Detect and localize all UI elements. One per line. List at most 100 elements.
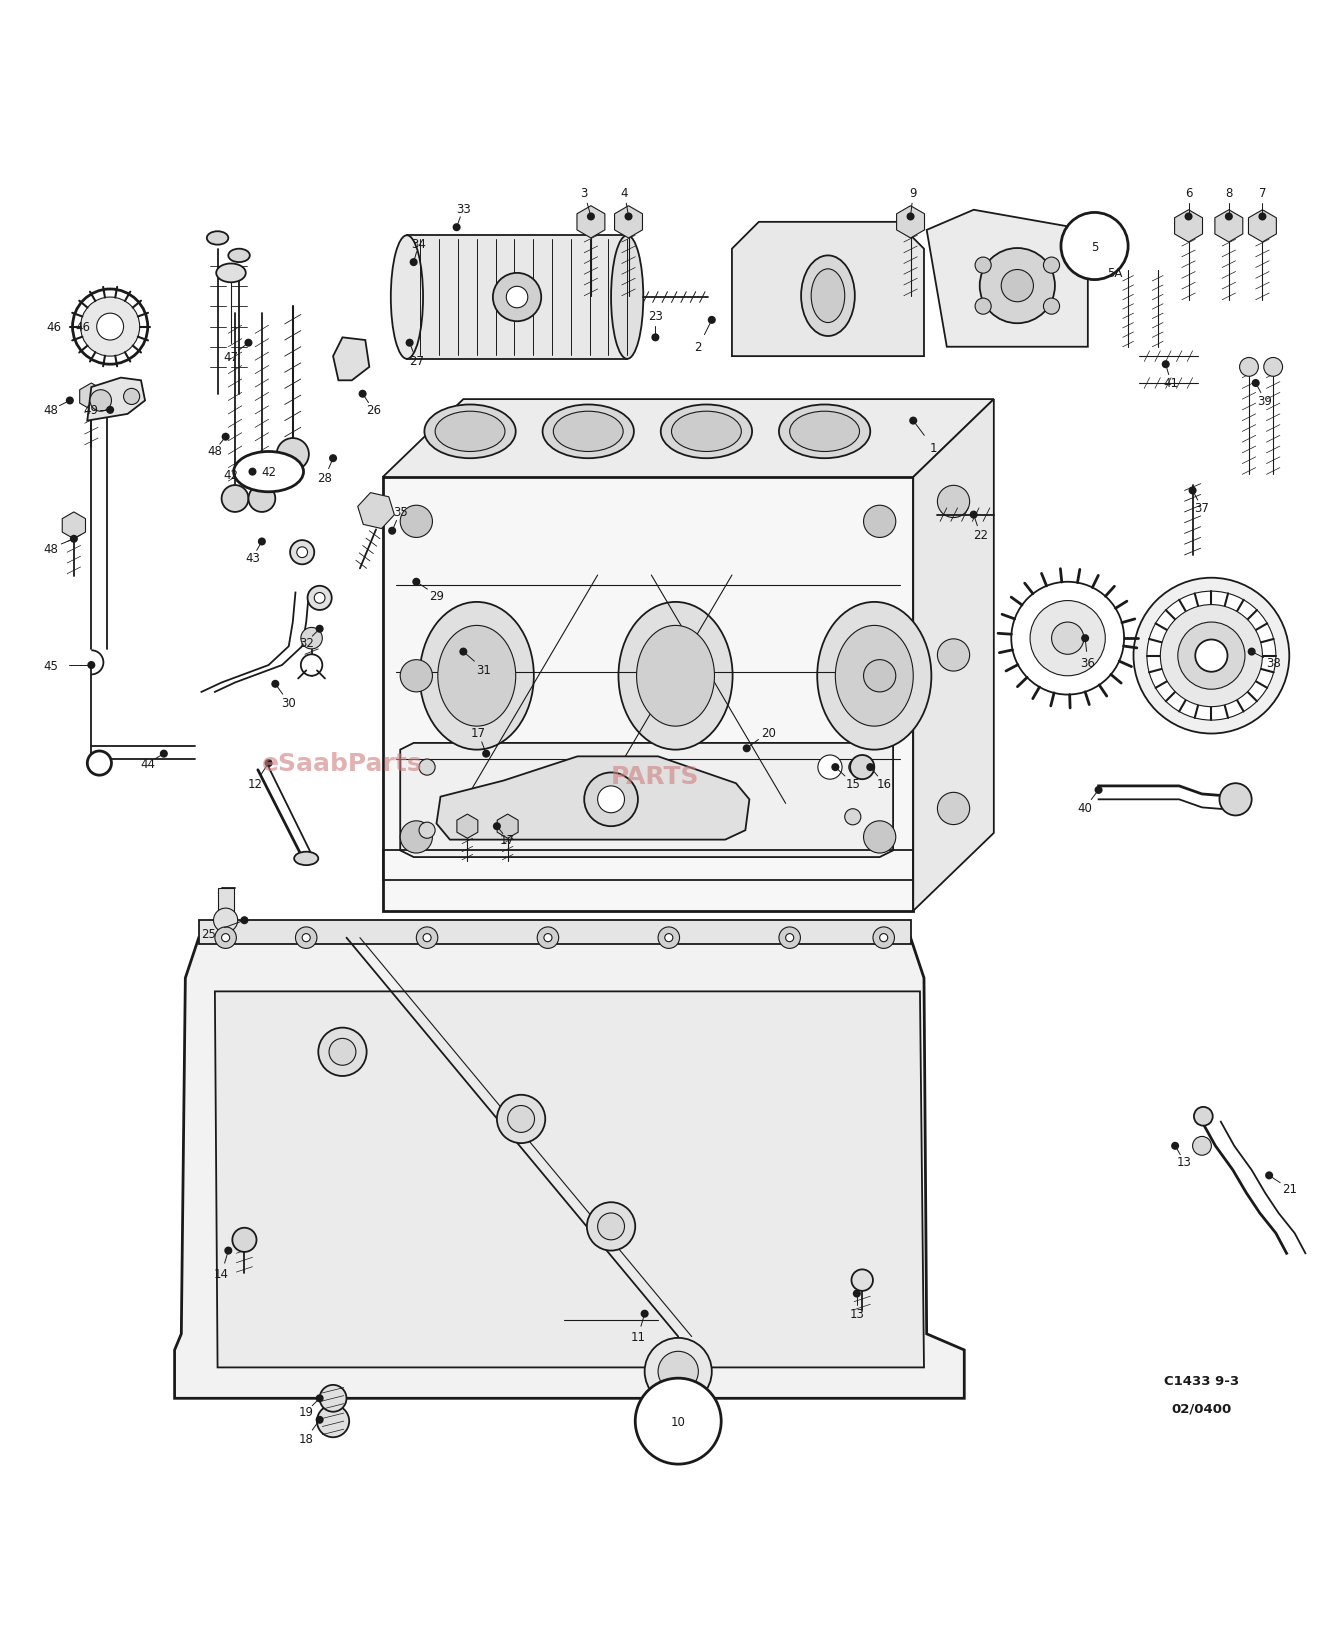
Text: 49: 49 (83, 404, 99, 417)
Text: 44: 44 (140, 756, 156, 770)
Polygon shape (732, 222, 924, 358)
Circle shape (1189, 488, 1197, 494)
Text: 10: 10 (670, 1414, 686, 1427)
Circle shape (214, 908, 238, 933)
Ellipse shape (618, 603, 733, 750)
Polygon shape (333, 338, 369, 381)
Text: 4: 4 (620, 186, 629, 199)
Circle shape (1044, 298, 1060, 315)
Circle shape (635, 1378, 721, 1463)
Text: 42: 42 (223, 468, 239, 481)
Circle shape (329, 455, 337, 463)
Circle shape (1011, 582, 1124, 695)
Polygon shape (400, 743, 893, 857)
Bar (383, 850, 913, 880)
Ellipse shape (234, 452, 304, 493)
Text: 19: 19 (298, 1406, 314, 1419)
Polygon shape (87, 379, 145, 422)
Text: 15: 15 (845, 778, 861, 791)
Circle shape (1258, 213, 1266, 221)
Circle shape (537, 928, 559, 949)
Ellipse shape (835, 626, 913, 727)
Text: 38: 38 (1266, 656, 1280, 669)
Text: 18: 18 (298, 1432, 314, 1445)
Text: 17: 17 (500, 834, 516, 847)
Circle shape (1195, 639, 1228, 672)
Circle shape (277, 438, 309, 471)
Circle shape (907, 213, 915, 221)
Circle shape (93, 321, 101, 328)
Circle shape (423, 934, 431, 943)
Circle shape (400, 506, 432, 539)
Circle shape (853, 1290, 861, 1297)
Circle shape (416, 928, 438, 949)
Ellipse shape (438, 626, 516, 727)
Circle shape (87, 751, 111, 776)
Circle shape (1097, 255, 1105, 264)
Circle shape (598, 786, 624, 812)
Text: C1433 9-3: C1433 9-3 (1164, 1374, 1240, 1388)
Text: 47: 47 (223, 351, 239, 364)
Circle shape (864, 821, 896, 854)
Circle shape (1252, 379, 1260, 387)
Circle shape (1162, 361, 1170, 369)
Text: 35: 35 (393, 506, 407, 519)
Text: 8: 8 (1225, 186, 1233, 199)
Circle shape (1061, 213, 1128, 280)
Circle shape (412, 578, 420, 587)
Circle shape (244, 339, 252, 348)
Ellipse shape (779, 405, 870, 458)
Polygon shape (175, 938, 964, 1399)
Ellipse shape (553, 412, 623, 452)
Circle shape (222, 486, 248, 513)
Circle shape (665, 934, 673, 943)
Ellipse shape (543, 405, 634, 458)
Text: 41: 41 (1163, 377, 1179, 391)
Text: 48: 48 (43, 542, 59, 555)
Text: eSaabParts: eSaabParts (262, 751, 423, 776)
Text: 37: 37 (1194, 503, 1210, 516)
Text: 29: 29 (428, 590, 445, 602)
Circle shape (1264, 358, 1283, 377)
Circle shape (388, 527, 396, 536)
Circle shape (410, 259, 418, 267)
Circle shape (308, 587, 332, 611)
Ellipse shape (811, 270, 845, 323)
Ellipse shape (817, 603, 932, 750)
Polygon shape (436, 756, 749, 840)
Circle shape (1219, 784, 1252, 816)
Circle shape (641, 1310, 649, 1318)
Circle shape (873, 928, 894, 949)
Circle shape (97, 315, 124, 341)
Circle shape (880, 934, 888, 943)
Circle shape (584, 773, 638, 827)
Circle shape (297, 547, 308, 559)
Circle shape (909, 417, 917, 425)
Ellipse shape (661, 405, 752, 458)
Circle shape (497, 1096, 545, 1144)
Circle shape (248, 486, 275, 513)
Circle shape (271, 681, 279, 689)
Circle shape (1194, 1107, 1213, 1126)
Ellipse shape (800, 255, 855, 336)
Text: 31: 31 (475, 662, 492, 676)
Ellipse shape (424, 405, 516, 458)
Circle shape (975, 298, 991, 315)
Circle shape (1265, 1172, 1273, 1180)
Circle shape (90, 391, 111, 412)
Circle shape (290, 541, 314, 565)
Text: 20: 20 (760, 727, 776, 740)
Text: 3: 3 (580, 186, 588, 199)
Text: 30: 30 (282, 697, 295, 710)
Ellipse shape (228, 249, 250, 264)
Circle shape (400, 821, 432, 854)
Circle shape (1002, 270, 1034, 303)
Circle shape (318, 1028, 367, 1076)
Circle shape (1030, 602, 1105, 676)
Circle shape (587, 213, 595, 221)
Circle shape (224, 1248, 232, 1254)
Circle shape (301, 628, 322, 649)
Text: 13: 13 (849, 1307, 865, 1320)
Text: 45: 45 (43, 659, 59, 672)
Text: 2: 2 (694, 341, 702, 354)
